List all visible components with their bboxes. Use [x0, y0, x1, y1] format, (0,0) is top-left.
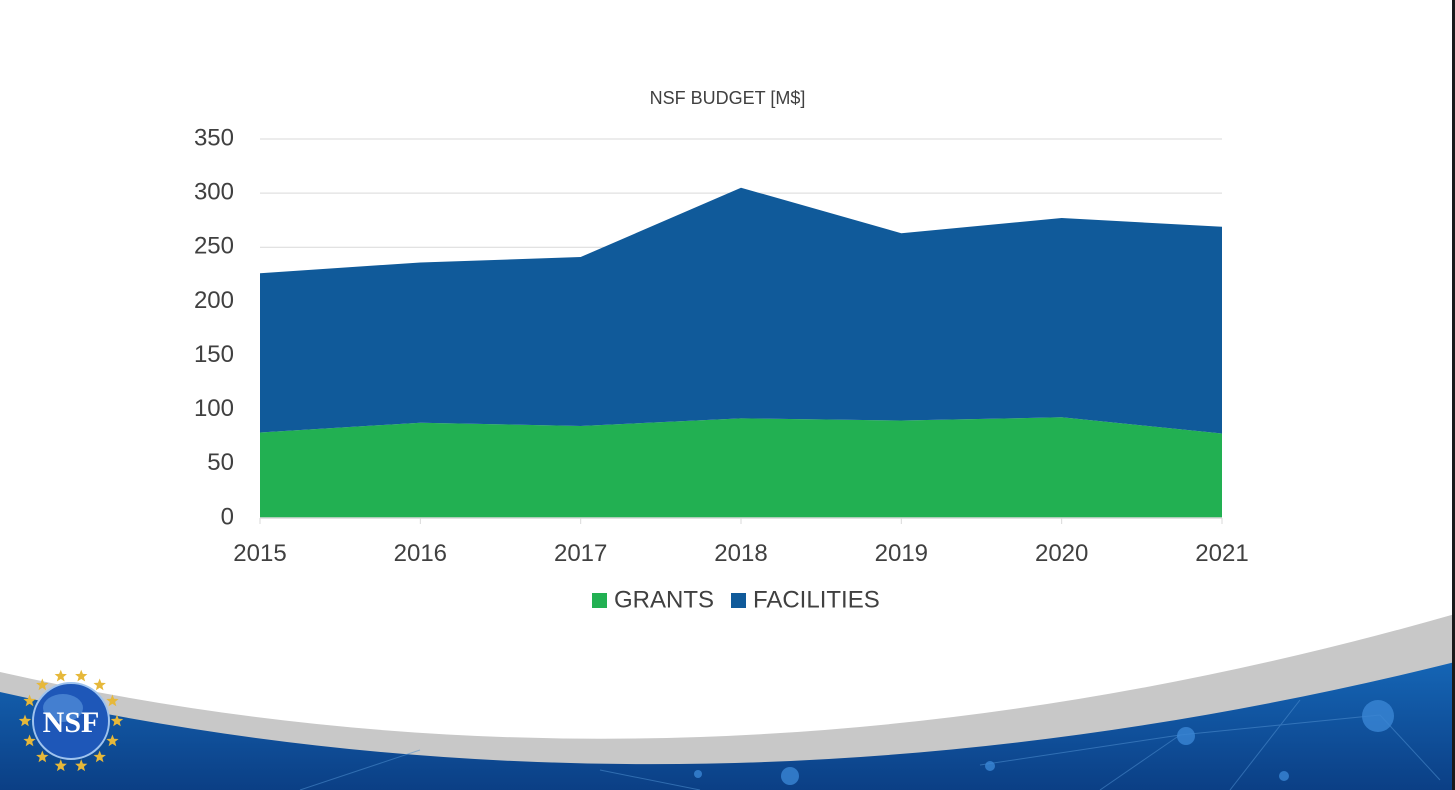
svg-text:NSF: NSF — [43, 706, 100, 739]
logo-star — [110, 714, 124, 727]
legend-swatch — [592, 593, 607, 608]
legend-label: GRANTS — [614, 586, 714, 613]
x-tick-label: 2015 — [233, 540, 286, 567]
legend-swatch — [731, 593, 746, 608]
y-tick-label: 250 — [194, 233, 234, 260]
logo-star — [18, 714, 32, 727]
y-tick-label: 300 — [194, 178, 234, 205]
logo-star — [36, 750, 49, 763]
logo-star — [75, 759, 88, 772]
areas — [260, 187, 1222, 518]
right-edge — [1452, 0, 1455, 790]
logo-star — [23, 734, 36, 747]
network-nodes — [694, 700, 1394, 785]
nsf-logo: NSF — [18, 669, 124, 772]
logo-star — [106, 694, 119, 707]
y-tick-label: 100 — [194, 395, 234, 422]
logo-star — [106, 734, 119, 747]
x-tick-label: 2020 — [1035, 540, 1088, 567]
legend-item-facilities: FACILITIES — [731, 586, 880, 613]
area-grants — [260, 417, 1222, 518]
x-tick-label: 2019 — [875, 540, 928, 567]
logo-star — [23, 694, 36, 707]
chart-title: NSF BUDGET [M$] — [649, 88, 806, 108]
legend-label: FACILITIES — [753, 586, 880, 613]
legend-item-grants: GRANTS — [592, 586, 714, 613]
footer-band — [0, 614, 1455, 790]
y-tick-label: 150 — [194, 341, 234, 368]
x-tick-label: 2017 — [554, 540, 607, 567]
logo-star — [75, 669, 88, 682]
network-pattern — [299, 699, 1441, 790]
y-tick-label: 200 — [194, 287, 234, 314]
y-tick-label: 50 — [207, 449, 234, 476]
chart-area: 0 50 100 150 200 250 300 350 2015 2016 2017 2018 201… — [194, 124, 1249, 613]
y-tick-label: 0 — [221, 503, 234, 530]
x-tick-label: 2021 — [1195, 540, 1248, 567]
legend: GRANTS FACILITIES — [592, 586, 880, 613]
axes: 0 50 100 150 200 250 300 350 2015 2016 2017 2018 201… — [194, 124, 1249, 567]
logo-star — [93, 750, 106, 763]
logo-star — [54, 759, 67, 772]
logo-star — [36, 678, 49, 691]
footer-blue-band — [0, 662, 1455, 790]
x-tick-label: 2016 — [394, 540, 447, 567]
logo-star — [93, 678, 106, 691]
logo-star — [54, 669, 67, 682]
y-tick-label: 350 — [194, 124, 234, 151]
area-facilities — [260, 187, 1222, 434]
x-tick-label: 2018 — [714, 540, 767, 567]
